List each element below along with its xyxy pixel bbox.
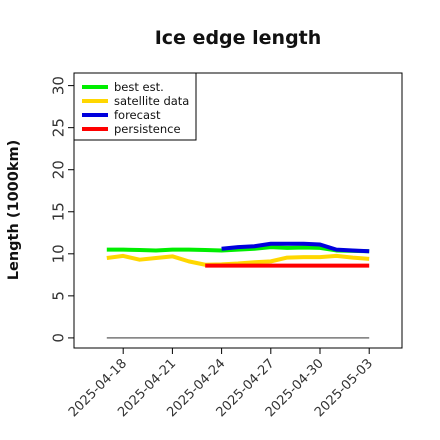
y-axis: 0 5 10 15 20 25 30 <box>49 76 74 343</box>
legend-label-persistence: persistence <box>114 122 181 136</box>
legend-label-satellite-data: satellite data <box>114 94 189 108</box>
series-line-best-est <box>106 245 370 254</box>
y-tick-label: 20 <box>49 160 67 179</box>
y-tick-label: 0 <box>49 333 67 343</box>
legend-label-best-est: best est. <box>114 80 164 94</box>
chart-title: Ice edge length <box>155 27 322 49</box>
y-tick-label: 30 <box>49 76 67 95</box>
y-tick-label: 15 <box>49 202 67 221</box>
legend-label-forecast: forecast <box>114 108 161 122</box>
x-axis: 2025-04-182025-04-212025-04-242025-04-27… <box>66 348 376 420</box>
y-tick-label: 25 <box>49 118 67 137</box>
y-tick-label: 10 <box>49 244 67 263</box>
y-axis-label: Length (1000km) <box>6 140 22 280</box>
legend: best est.satellite dataforecastpersisten… <box>73 72 197 141</box>
y-tick-label: 5 <box>49 291 67 301</box>
series-layer <box>106 241 370 339</box>
series-line-forecast <box>221 241 370 254</box>
series-line-satellite-data <box>106 253 370 267</box>
plot-frame <box>73 72 403 349</box>
